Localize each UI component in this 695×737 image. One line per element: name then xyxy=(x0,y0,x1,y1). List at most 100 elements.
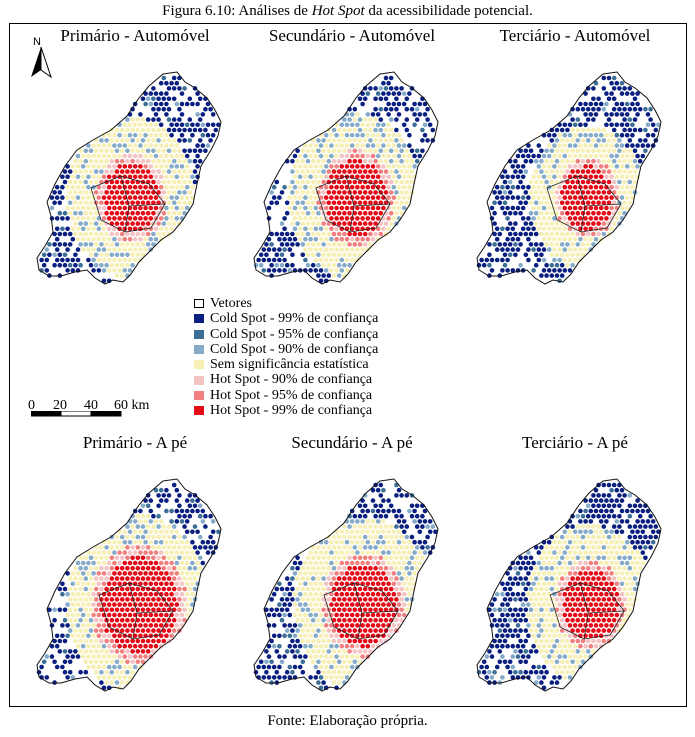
hex-cell xyxy=(536,174,542,180)
hex-cell xyxy=(86,581,91,587)
hex-cell xyxy=(127,591,133,597)
hex-cell xyxy=(559,628,565,633)
hex-cell xyxy=(352,210,358,216)
hex-cell xyxy=(546,560,552,566)
hex-cell xyxy=(606,493,612,498)
hex-cell xyxy=(583,633,588,639)
hex-cell xyxy=(518,200,523,206)
hex-cell xyxy=(329,216,334,221)
hex-cell xyxy=(544,617,549,623)
hex-cell xyxy=(422,539,428,545)
hex-cell xyxy=(507,669,513,675)
hex-cell xyxy=(156,231,161,237)
hex-cell xyxy=(151,169,156,174)
hex-cell xyxy=(617,545,622,550)
hex-cell xyxy=(318,216,324,221)
hex-cell xyxy=(336,555,342,561)
hex-cell xyxy=(648,545,653,550)
hex-cell xyxy=(287,268,293,273)
hex-cell xyxy=(295,586,300,592)
hex-cell xyxy=(565,659,570,665)
hex-cell xyxy=(344,623,350,628)
hex-cell xyxy=(609,91,614,96)
hex-cell xyxy=(316,200,321,206)
hex-cell xyxy=(205,122,211,128)
hex-cell xyxy=(572,612,578,618)
hex-cell xyxy=(562,247,568,252)
hex-cell xyxy=(119,545,125,550)
hex-cell xyxy=(420,524,425,529)
hex-cell xyxy=(580,231,586,237)
hex-cell xyxy=(544,169,549,174)
hex-cell xyxy=(549,138,555,143)
hex-cell xyxy=(614,184,620,190)
hex-cell xyxy=(344,529,350,535)
hex-cell xyxy=(557,132,562,138)
hex-cell xyxy=(401,122,407,128)
hex-cell xyxy=(567,226,573,232)
map-svg xyxy=(36,71,222,285)
hex-cell xyxy=(86,247,91,252)
hex-cell xyxy=(349,664,355,670)
hex-cell xyxy=(596,200,601,206)
hex-cell xyxy=(544,231,549,237)
hex-cell xyxy=(591,607,596,613)
hex-cell xyxy=(316,649,321,654)
hex-cell xyxy=(417,550,423,555)
hex-cell xyxy=(156,179,161,185)
hex-cell xyxy=(404,158,410,164)
hex-cell xyxy=(619,487,625,493)
hex-cell xyxy=(153,560,159,566)
hex-cell xyxy=(52,659,57,665)
hex-cell xyxy=(145,148,151,154)
hex-cell xyxy=(362,638,368,644)
hex-cell xyxy=(119,649,125,654)
hex-cell xyxy=(106,205,112,211)
hex-cell xyxy=(531,184,536,190)
hex-cell xyxy=(570,534,575,540)
hex-cell xyxy=(386,122,391,128)
hex-cell xyxy=(528,565,534,571)
hex-cell xyxy=(596,607,601,613)
hex-cell xyxy=(169,560,174,566)
hex-cell xyxy=(329,664,334,670)
hex-cell xyxy=(279,607,285,613)
hex-cell xyxy=(80,226,86,232)
hex-cell xyxy=(520,602,526,607)
hex-cell xyxy=(277,633,282,639)
hex-cell xyxy=(357,534,363,540)
hex-cell xyxy=(362,158,368,164)
hex-cell xyxy=(510,184,516,190)
hex-cell xyxy=(151,617,156,623)
hex-cell xyxy=(388,534,394,540)
hex-cell xyxy=(179,519,185,524)
hex-cell xyxy=(559,242,565,247)
hex-cell xyxy=(54,633,60,639)
hex-cell xyxy=(549,565,555,571)
hex-cell xyxy=(158,122,164,128)
hex-cell xyxy=(531,633,536,639)
hex-cell xyxy=(562,236,568,242)
hex-cell xyxy=(375,143,381,148)
hex-cell xyxy=(583,539,588,545)
hex-cell xyxy=(528,158,534,164)
hex-cell xyxy=(624,164,630,169)
hex-cell xyxy=(177,148,182,154)
hex-cell xyxy=(138,132,143,138)
hex-cell xyxy=(575,210,581,216)
figure-title-suffix: da acessibilidade potencial. xyxy=(364,3,533,19)
hex-cell xyxy=(135,200,141,206)
hex-cell xyxy=(182,545,187,550)
hex-cell xyxy=(334,664,339,670)
hex-cell xyxy=(518,262,523,268)
hex-cell xyxy=(151,148,156,154)
hex-cell xyxy=(601,493,607,498)
hex-cell xyxy=(130,649,135,654)
hex-cell xyxy=(386,164,391,169)
hex-cell xyxy=(166,117,172,122)
hex-cell xyxy=(169,226,174,232)
hex-cell xyxy=(500,633,505,639)
hex-cell xyxy=(598,174,604,180)
hex-cell xyxy=(169,184,174,190)
hex-cell xyxy=(362,513,368,519)
